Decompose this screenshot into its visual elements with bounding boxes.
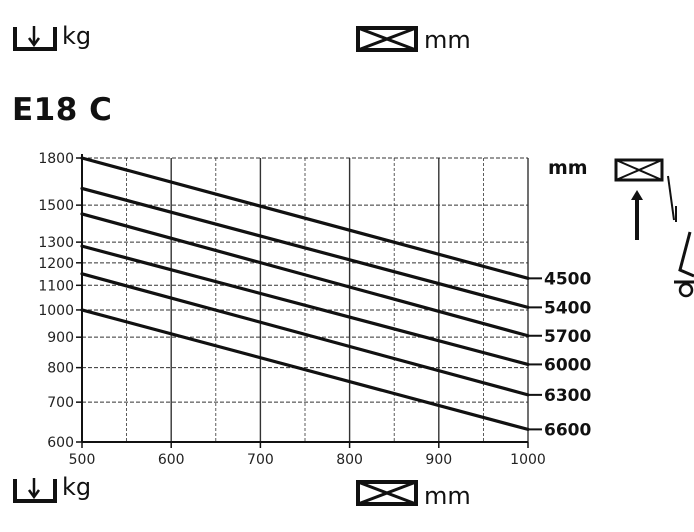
series-label-5400: 5400 [544, 298, 591, 318]
x-tick-label: 700 [247, 452, 274, 468]
series-line-5700 [82, 214, 528, 336]
x-tick-label: 600 [158, 452, 185, 468]
chart-series [82, 158, 542, 429]
dimension-unit-label-bottom: mm [424, 484, 471, 508]
load-unit-label-bottom: kg [62, 475, 91, 499]
series-line-6600 [82, 310, 528, 429]
chart-axes [76, 154, 528, 448]
x-tick-label: 800 [336, 452, 363, 468]
y-tick-label: 600 [47, 435, 74, 451]
series-label-4500: 4500 [544, 269, 591, 289]
series-label-6300: 6300 [544, 386, 591, 406]
x-tick-label: 900 [425, 452, 452, 468]
y-tick-label: 1500 [38, 198, 74, 214]
y-tick-label: 1300 [38, 235, 74, 251]
y-tick-label: 800 [47, 361, 74, 377]
x-tick-label: 1000 [510, 452, 546, 468]
x-tick-label: 500 [69, 452, 96, 468]
y-tick-label: 1000 [38, 303, 74, 319]
dimension-unit-icon-bottom [355, 478, 419, 512]
y-tick-label: 1200 [38, 256, 74, 272]
series-label-5700: 5700 [544, 327, 591, 347]
series-label-6000: 6000 [544, 355, 591, 375]
y-tick-label: 700 [47, 395, 74, 411]
y-tick-label: 1100 [38, 278, 74, 294]
y-tick-label: 1800 [38, 151, 74, 167]
y-tick-label: 900 [47, 330, 74, 346]
chart-grid [82, 158, 528, 442]
mast-height-unit: mm [548, 157, 588, 179]
series-label-6600: 6600 [544, 420, 591, 440]
load-unit-icon-bottom [12, 474, 58, 508]
series-line-6300 [82, 274, 528, 395]
